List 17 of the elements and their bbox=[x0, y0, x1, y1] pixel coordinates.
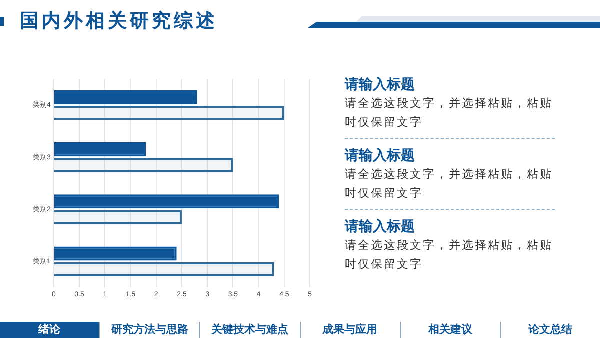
text: 请输入标题 bbox=[345, 218, 416, 236]
text: 相关建议 bbox=[400, 322, 500, 338]
text: 论文总结 bbox=[500, 322, 600, 338]
text: 成果与应用 bbox=[300, 322, 400, 338]
text: 请全选这段文字，并选择粘贴，粘贴时仅保留文字 bbox=[345, 166, 554, 202]
bar bbox=[54, 106, 284, 120]
text: 请输入标题 bbox=[345, 76, 416, 94]
text: 关键技术与难点 bbox=[199, 322, 300, 338]
bar bbox=[54, 158, 234, 172]
bar bbox=[54, 210, 182, 224]
text: 请全选这段文字，并选择粘贴，粘贴时仅保留文字 bbox=[345, 237, 554, 273]
text: 请输入标题 bbox=[345, 147, 416, 165]
text: 绪论 bbox=[0, 322, 100, 338]
text: 请全选这段文字，并选择粘贴，粘贴时仅保留文字 bbox=[345, 95, 554, 131]
chart-title: 国内外相关研究综述 bbox=[20, 9, 218, 34]
text: 研究方法与思路 bbox=[99, 322, 200, 338]
bar bbox=[54, 262, 274, 276]
